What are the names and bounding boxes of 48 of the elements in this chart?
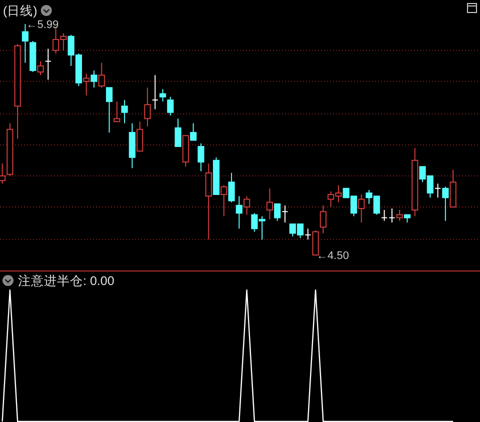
candlestick — [274, 203, 281, 222]
candlestick — [220, 184, 228, 217]
candlestick — [159, 88, 166, 102]
candlestick — [14, 44, 21, 140]
candlestick — [152, 74, 158, 110]
candlestick — [243, 196, 250, 216]
candlestick — [236, 196, 242, 230]
annotation: ←4.50 — [316, 250, 349, 262]
candlestick — [404, 214, 411, 223]
candlestick — [312, 230, 319, 256]
candlestick — [320, 204, 326, 234]
chart-title: (日线) — [3, 4, 38, 18]
candlestick — [388, 208, 396, 223]
candlestick — [167, 96, 174, 116]
candlestick — [198, 142, 204, 172]
candlestick — [144, 87, 151, 127]
candlestick — [396, 210, 403, 222]
candlestick — [304, 228, 312, 240]
candlestick — [212, 156, 220, 196]
candlestick — [434, 183, 442, 198]
candlestick — [37, 60, 44, 76]
candlestick — [174, 118, 182, 147]
candlestick — [90, 70, 98, 88]
candlestick — [6, 122, 14, 176]
candlestick — [190, 122, 197, 141]
candlestick — [182, 135, 189, 168]
candlestick — [44, 48, 52, 80]
candlestick — [266, 188, 274, 220]
candlestick — [412, 148, 418, 217]
annotation: ←5.99 — [26, 19, 59, 31]
candlestick — [0, 163, 6, 184]
candlestick — [228, 172, 235, 203]
candlestick — [98, 62, 105, 88]
candlestick — [136, 121, 144, 152]
candlestick — [442, 186, 449, 222]
candlestick — [205, 163, 212, 240]
candlestick — [121, 99, 128, 124]
candlestick — [128, 122, 136, 169]
candlestick — [114, 101, 120, 122]
candlestick — [83, 73, 90, 96]
candlestick — [381, 210, 388, 222]
candlestick — [30, 40, 36, 73]
chart-title: 注意进半仓: 0.00 — [18, 274, 114, 288]
candlestick — [358, 194, 365, 223]
candlestick — [22, 24, 29, 64]
candlestick — [106, 87, 113, 134]
candlestick — [450, 169, 456, 208]
candlestick — [282, 204, 288, 223]
